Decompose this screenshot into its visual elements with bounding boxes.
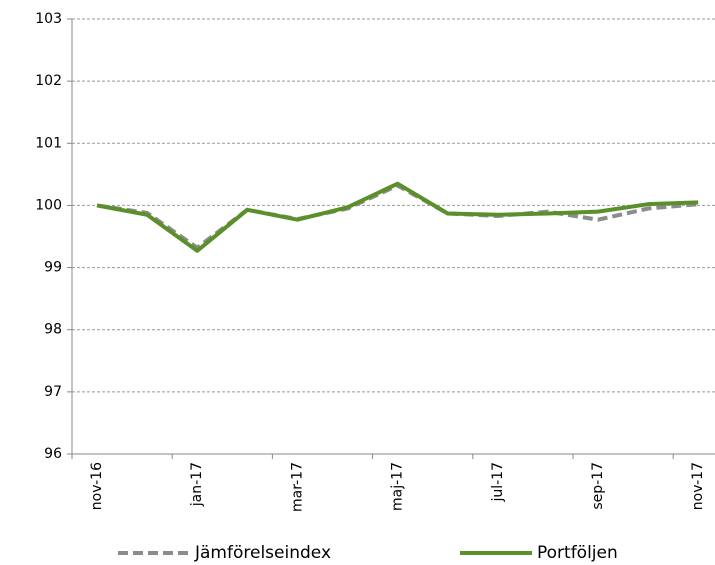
x-tick-label: maj-17 — [390, 462, 406, 511]
x-tick-label: jan-17 — [189, 462, 205, 507]
x-tick-label: jul-17 — [490, 462, 506, 503]
legend-label: Jämförelseindex — [194, 543, 331, 563]
y-tick-label: 103 — [35, 11, 62, 27]
y-tick-label: 99 — [44, 260, 62, 276]
y-tick-label: 98 — [44, 322, 62, 338]
y-tick-label: 97 — [44, 384, 62, 400]
y-tick-label: 96 — [44, 446, 62, 462]
x-tick-label: mar-17 — [289, 462, 305, 512]
series-line — [96, 181, 699, 253]
y-tick-label: 100 — [35, 197, 62, 213]
series-line — [96, 183, 699, 250]
y-tick-label: 101 — [35, 135, 62, 151]
x-tick-label: nov-16 — [89, 462, 105, 510]
legend-label: Portföljen — [537, 543, 618, 563]
y-tick-label: 102 — [35, 73, 62, 89]
x-tick-label: nov-17 — [690, 462, 706, 510]
x-tick-label: sep-17 — [590, 462, 606, 510]
